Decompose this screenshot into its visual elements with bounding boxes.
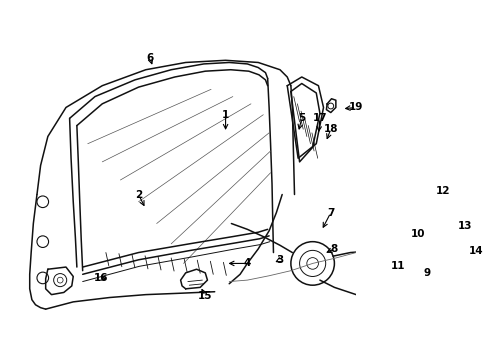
- Text: 18: 18: [323, 124, 338, 134]
- Text: 8: 8: [331, 244, 338, 254]
- Text: 6: 6: [147, 53, 154, 63]
- Text: 9: 9: [424, 268, 431, 278]
- Text: 16: 16: [94, 273, 108, 283]
- Text: 14: 14: [468, 246, 483, 256]
- Text: 3: 3: [276, 255, 284, 265]
- Bar: [413, 244, 441, 264]
- Text: 13: 13: [458, 221, 472, 231]
- Text: 2: 2: [135, 189, 142, 199]
- Text: 12: 12: [436, 186, 450, 196]
- Text: 17: 17: [313, 113, 327, 123]
- Text: 4: 4: [244, 258, 251, 269]
- Bar: [407, 267, 430, 282]
- Text: 19: 19: [349, 103, 364, 112]
- Text: 5: 5: [298, 113, 305, 123]
- Text: 7: 7: [327, 208, 335, 218]
- Bar: [429, 202, 468, 253]
- Text: 15: 15: [198, 291, 213, 301]
- Text: 1: 1: [222, 110, 229, 120]
- Text: 10: 10: [411, 229, 425, 239]
- Text: 11: 11: [391, 261, 406, 271]
